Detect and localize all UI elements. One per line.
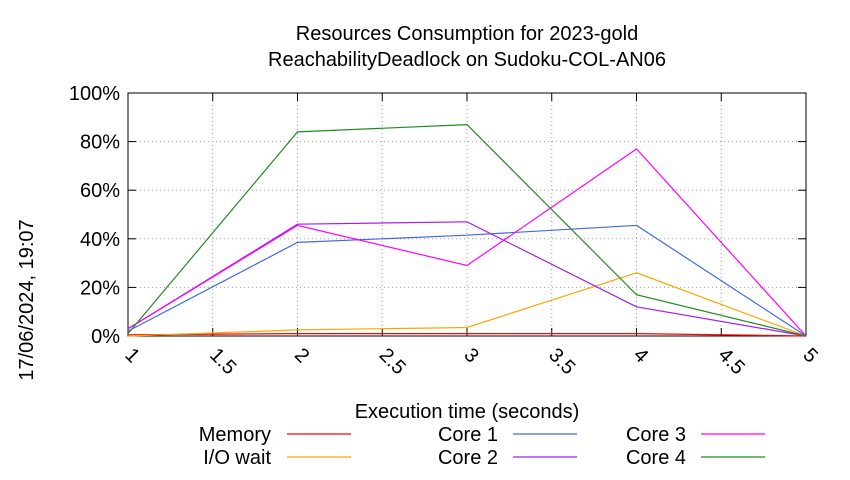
grid — [127, 92, 807, 337]
y-tick-label: 20% — [80, 277, 120, 299]
x-tick-label: 2 — [290, 344, 313, 367]
x-tick-label: 1.5 — [205, 344, 240, 379]
legend-label-core-2: Core 2 — [438, 447, 498, 469]
series-line-core-3 — [127, 148, 807, 337]
timestamp-label: 17/06/2024, 19:07 — [16, 219, 38, 380]
y-tick-label: 0% — [91, 326, 120, 348]
x-axis-label: Execution time (seconds) — [355, 401, 580, 423]
y-tick-label: 80% — [80, 132, 120, 154]
series-line-core-2 — [127, 221, 807, 337]
x-tick-label: 3.5 — [544, 344, 579, 379]
y-tick-label: 60% — [80, 180, 120, 202]
series-line-memory — [127, 333, 807, 337]
x-tick-label: 2.5 — [375, 344, 410, 379]
legend-label-memory: Memory — [199, 424, 271, 446]
series-line-core-1 — [127, 224, 807, 337]
chart-title-line-1: Resources Consumption for 2023-gold — [296, 23, 638, 45]
legend-label-core-3: Core 3 — [626, 424, 686, 446]
series-line-i-o-wait — [127, 272, 807, 337]
y-tick-label: 100% — [69, 83, 120, 105]
chart-title-line-2: ReachabilityDeadlock on Sudoku-COL-AN06 — [268, 49, 666, 71]
series-lines — [127, 123, 807, 337]
x-tick-label: 4 — [629, 344, 652, 367]
x-tick-label: 1 — [120, 344, 143, 367]
x-tick-label: 4.5 — [714, 344, 749, 379]
legend-label-i-o-wait: I/O wait — [203, 447, 271, 469]
legend-label-core-1: Core 1 — [438, 424, 498, 446]
x-tick-label: 5 — [798, 344, 821, 367]
series-line-core-4 — [127, 123, 807, 337]
legend-label-core-4: Core 4 — [626, 447, 686, 469]
y-tick-label: 40% — [80, 229, 120, 251]
x-tick-label: 3 — [459, 344, 482, 367]
